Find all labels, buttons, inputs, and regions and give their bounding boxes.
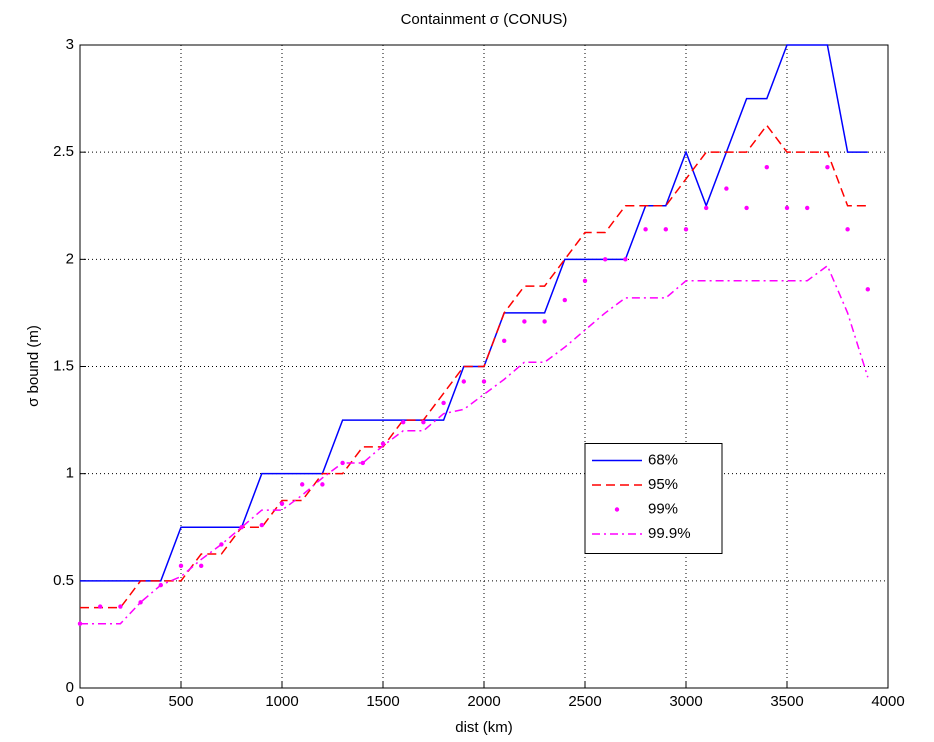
marker <box>279 501 285 506</box>
legend-box <box>584 443 723 554</box>
marker <box>784 205 790 211</box>
marker <box>805 205 810 211</box>
series-line <box>80 264 869 625</box>
y-tick-label: 2 <box>66 250 74 267</box>
x-tick-label: 3000 <box>669 693 702 710</box>
y-axis-label: σ bound (m) <box>25 325 42 407</box>
marker <box>259 522 264 528</box>
marker <box>562 297 567 303</box>
marker <box>199 563 204 569</box>
marker <box>178 563 184 569</box>
x-tick-label: 3500 <box>770 693 803 710</box>
marker <box>825 164 830 170</box>
y-tick-label: 1 <box>66 465 74 482</box>
marker <box>118 604 123 609</box>
marker <box>522 319 527 324</box>
series-line <box>80 124 868 609</box>
x-tick-label: 1500 <box>366 693 399 710</box>
x-tick-label: 500 <box>168 693 193 710</box>
marker <box>865 287 870 292</box>
chart-title: Containment σ (CONUS) <box>401 11 568 28</box>
marker <box>643 227 648 232</box>
y-tick-label: 0.5 <box>53 572 74 589</box>
marker <box>603 257 608 262</box>
marker <box>421 420 426 425</box>
marker <box>441 400 446 406</box>
marker <box>845 227 850 232</box>
y-tick-label: 0 <box>66 679 74 696</box>
marker <box>360 460 365 466</box>
y-tick-label: 1.5 <box>53 357 74 374</box>
marker <box>663 227 668 232</box>
legend-label: 99.9% <box>648 525 691 542</box>
marker <box>461 379 466 384</box>
legend-label: 95% <box>648 476 678 493</box>
x-tick-label: 2500 <box>568 693 601 710</box>
x-axis-label: dist (km) <box>455 719 513 736</box>
marker <box>724 186 729 191</box>
marker <box>582 278 588 283</box>
legend-marker <box>614 507 620 512</box>
x-tick-label: 0 <box>76 693 84 710</box>
plot-frame <box>79 44 889 689</box>
marker <box>138 600 143 605</box>
marker <box>683 227 689 232</box>
x-tick-label: 4000 <box>871 693 904 710</box>
y-tick-label: 3 <box>66 36 74 53</box>
series-line <box>80 44 868 582</box>
y-tick-label: 2.5 <box>53 143 74 160</box>
marker <box>481 379 487 384</box>
legend-label: 68% <box>648 451 678 468</box>
marker <box>320 482 325 487</box>
legend-label: 99% <box>648 500 678 517</box>
marker <box>502 338 507 343</box>
marker <box>380 441 386 446</box>
x-tick-label: 2000 <box>467 693 500 710</box>
marker <box>542 319 547 324</box>
x-tick-label: 1000 <box>265 693 298 710</box>
marker <box>239 525 244 530</box>
marker <box>623 257 628 262</box>
marker <box>764 164 769 170</box>
marker <box>300 482 305 487</box>
marker <box>744 205 749 211</box>
marker <box>704 205 709 211</box>
marker <box>98 604 103 609</box>
marker <box>401 420 406 425</box>
